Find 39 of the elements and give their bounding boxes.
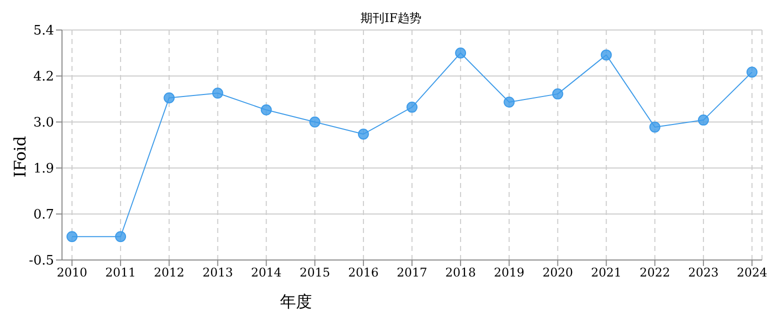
x-tick-label: 2014 xyxy=(251,266,282,280)
point xyxy=(746,66,758,78)
chart-title: 期刊IF趋势 xyxy=(360,11,422,25)
point xyxy=(698,114,709,126)
point xyxy=(164,92,175,104)
x-tick-label: 2013 xyxy=(202,266,233,280)
point xyxy=(212,88,224,99)
y-tick-label: 5.4 xyxy=(33,24,54,39)
y-tick-label: 4.2 xyxy=(33,70,54,85)
x-tick-label: 2010 xyxy=(56,266,88,280)
x-tick-label: 2018 xyxy=(445,266,476,280)
x-tick-label: 2022 xyxy=(640,266,670,280)
point xyxy=(600,49,612,60)
point xyxy=(455,48,466,58)
point xyxy=(260,104,272,116)
point xyxy=(649,122,660,133)
point xyxy=(309,116,320,128)
x-tick-label: 2012 xyxy=(154,266,184,280)
point xyxy=(406,102,418,113)
point xyxy=(358,128,369,140)
y-tick-label: 1.9 xyxy=(33,162,54,177)
point xyxy=(504,96,515,108)
point xyxy=(115,231,126,242)
x-tick-label: 2021 xyxy=(591,266,622,280)
point xyxy=(552,88,564,100)
x-tick-label: 2016 xyxy=(348,266,379,280)
x-axis-title: 年度 xyxy=(280,292,312,313)
y-tick-label: 0.7 xyxy=(33,208,54,223)
x-tick-label: 2024 xyxy=(736,266,768,280)
point xyxy=(66,231,78,242)
x-tick-label: 2017 xyxy=(396,266,428,280)
x-tick-label: 2019 xyxy=(494,266,524,280)
x-tick-label: 2023 xyxy=(688,266,719,280)
x-tick-label: 2011 xyxy=(105,266,136,280)
x-tick-label: 2020 xyxy=(542,266,573,280)
y-tick-label: 3.0 xyxy=(33,116,54,131)
y-axis-title: IFoid xyxy=(10,136,30,178)
y-tick-label: -0.5 xyxy=(28,254,54,269)
x-tick-label: 2015 xyxy=(300,266,330,280)
